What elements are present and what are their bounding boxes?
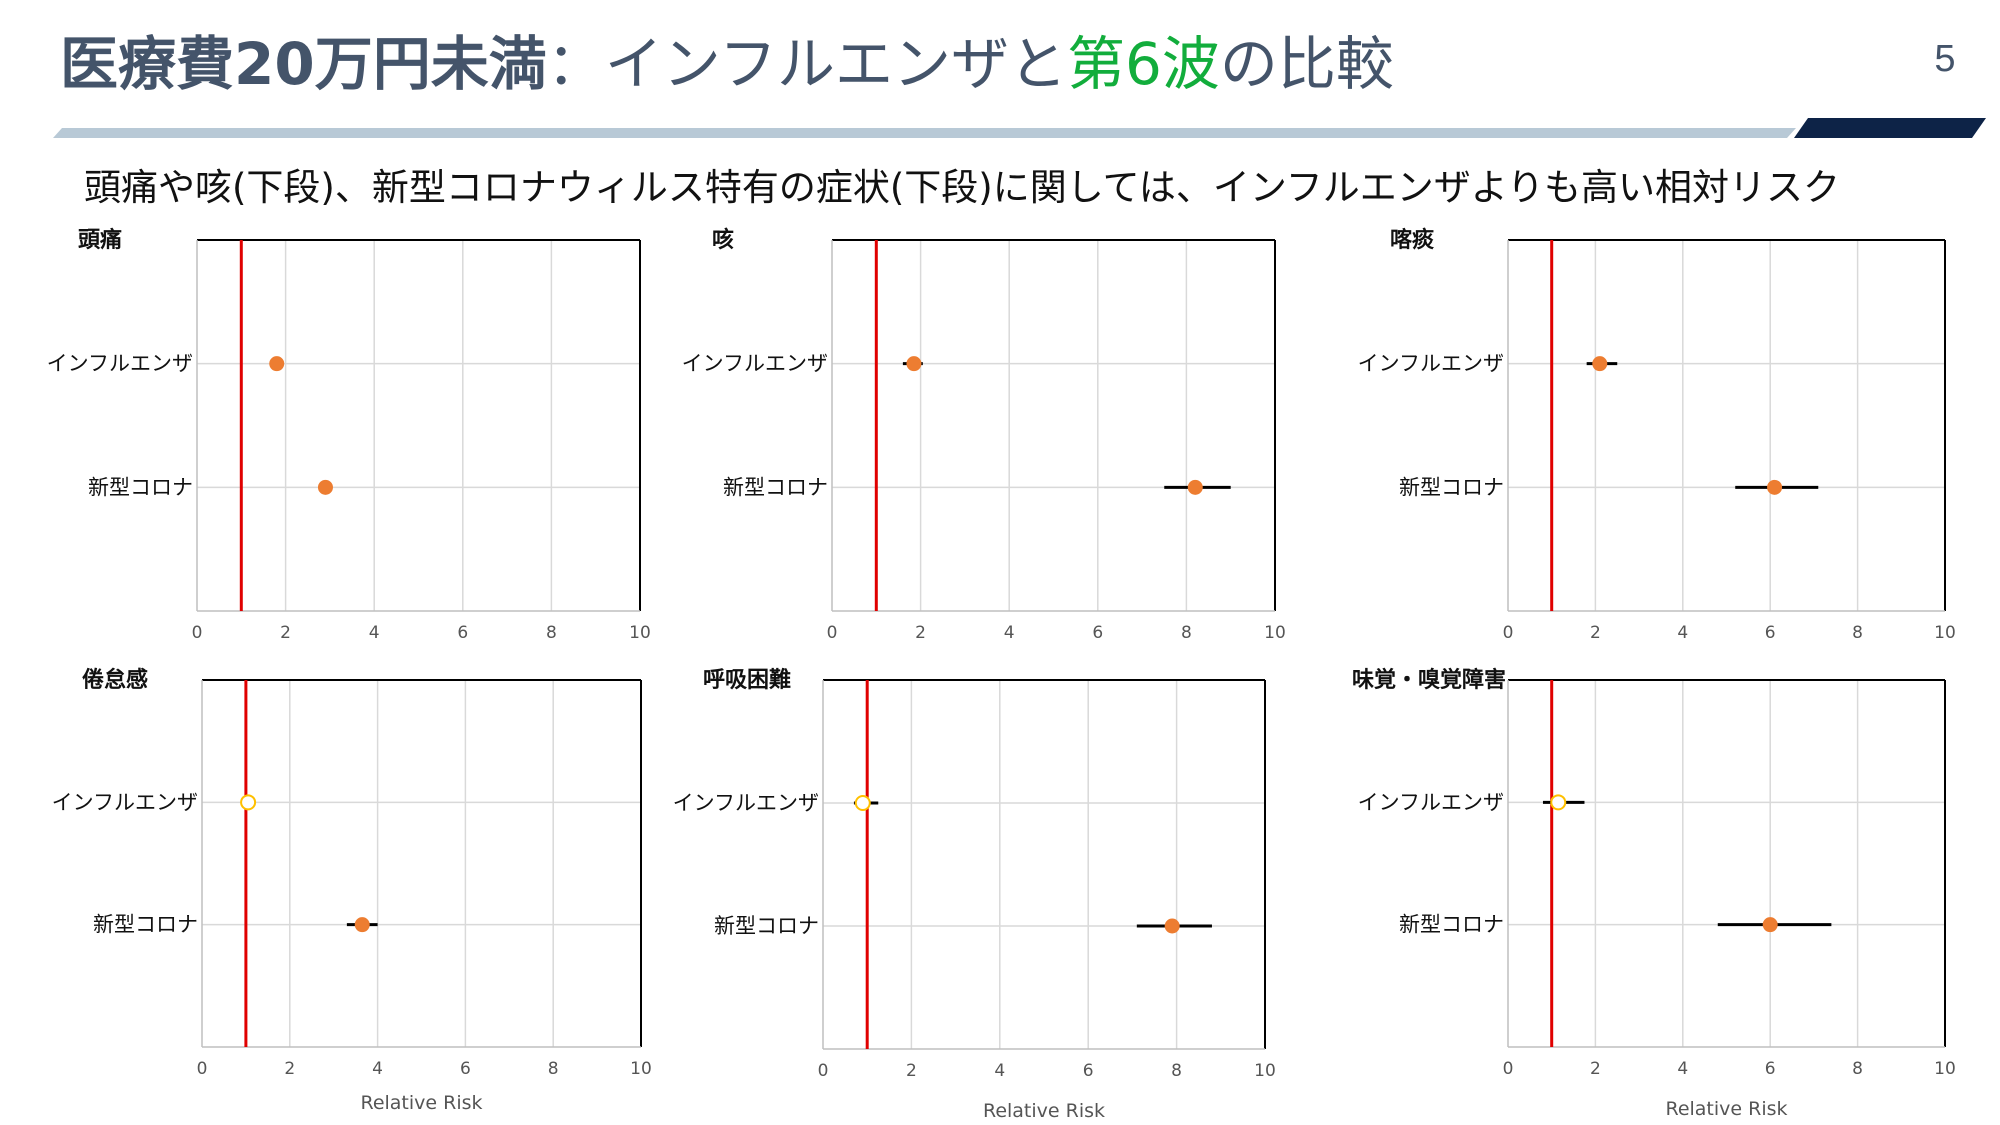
x-axis-label: Relative Risk xyxy=(360,1092,482,1114)
x-tick-label: 4 xyxy=(369,623,380,643)
x-tick-label: 6 xyxy=(1765,623,1776,643)
x-tick-label: 0 xyxy=(1503,623,1514,643)
chart-title: 呼吸困難 xyxy=(703,667,791,693)
y-category-label: 新型コロナ xyxy=(723,475,828,499)
data-point xyxy=(269,356,285,372)
page-number: 5 xyxy=(1934,38,1956,80)
data-point-open xyxy=(854,795,871,811)
x-tick-label: 2 xyxy=(280,623,291,643)
slide-subtitle: 頭痛や咳(下段)、新型コロナウィルス特有の症状(下段)に関しては、インフルエンザ… xyxy=(84,166,1841,209)
chart-title: 頭痛 xyxy=(78,227,122,253)
title-rule-dark xyxy=(1794,118,1986,138)
x-tick-label: 2 xyxy=(284,1059,295,1079)
x-tick-label: 0 xyxy=(827,623,838,643)
x-tick-label: 2 xyxy=(1590,1059,1601,1079)
data-point xyxy=(1187,479,1203,495)
y-category-label: インフルエンザ xyxy=(1358,352,1504,376)
page-title: 医療費20万円未満：インフルエンザと第6波の比較 xyxy=(60,22,1394,106)
x-tick-label: 2 xyxy=(1590,623,1601,643)
y-category-label: インフルエンザ xyxy=(47,352,193,376)
x-tick-label: 10 xyxy=(1934,623,1956,643)
y-category-label: インフルエンザ xyxy=(1358,790,1504,814)
y-category-label: インフルエンザ xyxy=(682,352,828,376)
data-point xyxy=(1767,479,1783,495)
data-point xyxy=(1592,356,1608,372)
title-rule xyxy=(53,118,1986,138)
chart-title: 倦怠感 xyxy=(82,667,148,693)
y-category-label: 新型コロナ xyxy=(1399,913,1504,937)
chart-title: 咳 xyxy=(712,227,734,253)
x-tick-label: 6 xyxy=(457,623,468,643)
y-category-label: 新型コロナ xyxy=(88,475,193,499)
chart-title: 味覚・嗅覚障害 xyxy=(1352,667,1506,693)
x-tick-label: 8 xyxy=(1181,623,1192,643)
x-tick-label: 6 xyxy=(460,1059,471,1079)
data-point xyxy=(1762,917,1778,933)
y-category-label: 新型コロナ xyxy=(714,914,819,938)
title-green-part: 第6波 xyxy=(1066,30,1220,98)
x-tick-label: 8 xyxy=(548,1059,559,1079)
chart-title: 喀痰 xyxy=(1390,227,1435,253)
slide-header: 医療費20万円未満：インフルエンザと第6波の比較 5 xyxy=(0,0,2000,140)
y-category-label: 新型コロナ xyxy=(1399,475,1504,499)
x-tick-label: 0 xyxy=(192,623,203,643)
data-point xyxy=(906,356,922,372)
data-point xyxy=(1164,918,1180,934)
title-rule-light xyxy=(53,128,1796,138)
x-tick-label: 0 xyxy=(818,1061,829,1081)
x-tick-label: 4 xyxy=(1677,623,1688,643)
x-tick-label: 4 xyxy=(1004,623,1015,643)
x-tick-label: 10 xyxy=(630,1059,652,1079)
x-tick-label: 0 xyxy=(1503,1059,1514,1079)
x-tick-label: 10 xyxy=(1934,1059,1956,1079)
x-tick-label: 8 xyxy=(1852,623,1863,643)
title-bold-part: 医療費20万円未満 xyxy=(60,30,547,98)
x-axis-label: Relative Risk xyxy=(1665,1098,1787,1120)
x-tick-label: 0 xyxy=(197,1059,208,1079)
x-tick-label: 4 xyxy=(372,1059,383,1079)
data-point-open xyxy=(1550,794,1567,811)
x-tick-label: 2 xyxy=(906,1061,917,1081)
y-category-label: インフルエンザ xyxy=(52,790,198,814)
x-tick-label: 8 xyxy=(546,623,557,643)
x-tick-label: 6 xyxy=(1765,1059,1776,1079)
data-point-open xyxy=(240,794,257,811)
x-tick-label: 4 xyxy=(1677,1059,1688,1079)
x-tick-label: 10 xyxy=(629,623,651,643)
x-tick-label: 10 xyxy=(1254,1061,1276,1081)
x-tick-label: 4 xyxy=(994,1061,1005,1081)
title-tail-part: の比較 xyxy=(1219,30,1394,98)
x-tick-label: 8 xyxy=(1171,1061,1182,1081)
data-point xyxy=(317,479,333,495)
x-tick-label: 2 xyxy=(915,623,926,643)
x-tick-label: 10 xyxy=(1264,623,1286,643)
y-category-label: インフルエンザ xyxy=(673,791,819,815)
data-point xyxy=(354,917,370,933)
y-category-label: 新型コロナ xyxy=(93,913,198,937)
x-tick-label: 6 xyxy=(1092,623,1103,643)
x-tick-label: 6 xyxy=(1083,1061,1094,1081)
x-axis-label: Relative Risk xyxy=(983,1100,1105,1122)
title-separator-part: ：インフルエンザと xyxy=(546,30,1067,98)
x-tick-label: 8 xyxy=(1852,1059,1863,1079)
